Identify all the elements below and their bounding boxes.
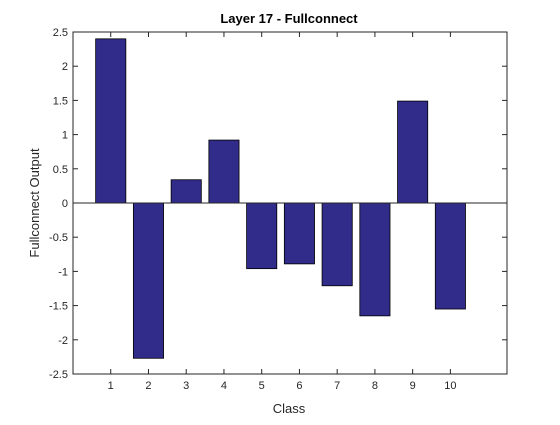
x-tick-label-1: 1: [108, 380, 114, 392]
bar-class-3: [170, 179, 202, 204]
bar-class-2: [132, 202, 164, 359]
x-tick-label-2: 2: [145, 380, 151, 392]
y-tick-label-0.5: 0.5: [53, 164, 68, 176]
y-axis-label: Fullconnect Output: [27, 148, 42, 258]
x-tick-label-4: 4: [221, 380, 227, 392]
x-tick-label-10: 10: [444, 380, 456, 392]
y-tick-label--0.5: -0.5: [49, 232, 68, 244]
bar-class-9: [397, 100, 429, 204]
y-tick-label--2: -2: [58, 335, 68, 347]
x-tick-label-5: 5: [259, 380, 265, 392]
x-axis-label: Class: [273, 401, 306, 416]
x-tick-label-6: 6: [296, 380, 302, 392]
bar-class-10: [434, 202, 466, 310]
bars-group: [95, 38, 466, 359]
y-tick-label-2: 2: [62, 61, 68, 73]
y-tick-label-2.5: 2.5: [53, 27, 68, 39]
x-tick-label-3: 3: [183, 380, 189, 392]
y-tick-label-1.5: 1.5: [53, 95, 68, 107]
x-tick-label-9: 9: [410, 380, 416, 392]
x-tick-label-7: 7: [334, 380, 340, 392]
bar-class-5: [246, 202, 278, 270]
y-tick-label--1: -1: [58, 266, 68, 278]
bar-class-8: [359, 202, 391, 317]
y-tick-label--1.5: -1.5: [49, 301, 68, 313]
bar-class-1: [95, 38, 127, 204]
bar-class-4: [208, 139, 240, 204]
ticks-group: 1 2 3 4 5 6 7 8 9 10 -2.5 -2 -1.5 -1 -0.5 0 0.5 1 1.5 2 2.5: [49, 27, 507, 392]
bar-class-6: [283, 202, 315, 265]
bar-class-7: [321, 202, 353, 287]
y-tick-label-1: 1: [62, 130, 68, 142]
x-tick-label-8: 8: [372, 380, 378, 392]
y-tick-label--2.5: -2.5: [49, 369, 68, 381]
y-tick-label-0: 0: [62, 198, 68, 210]
chart-title: Layer 17 - Fullconnect: [220, 11, 358, 26]
